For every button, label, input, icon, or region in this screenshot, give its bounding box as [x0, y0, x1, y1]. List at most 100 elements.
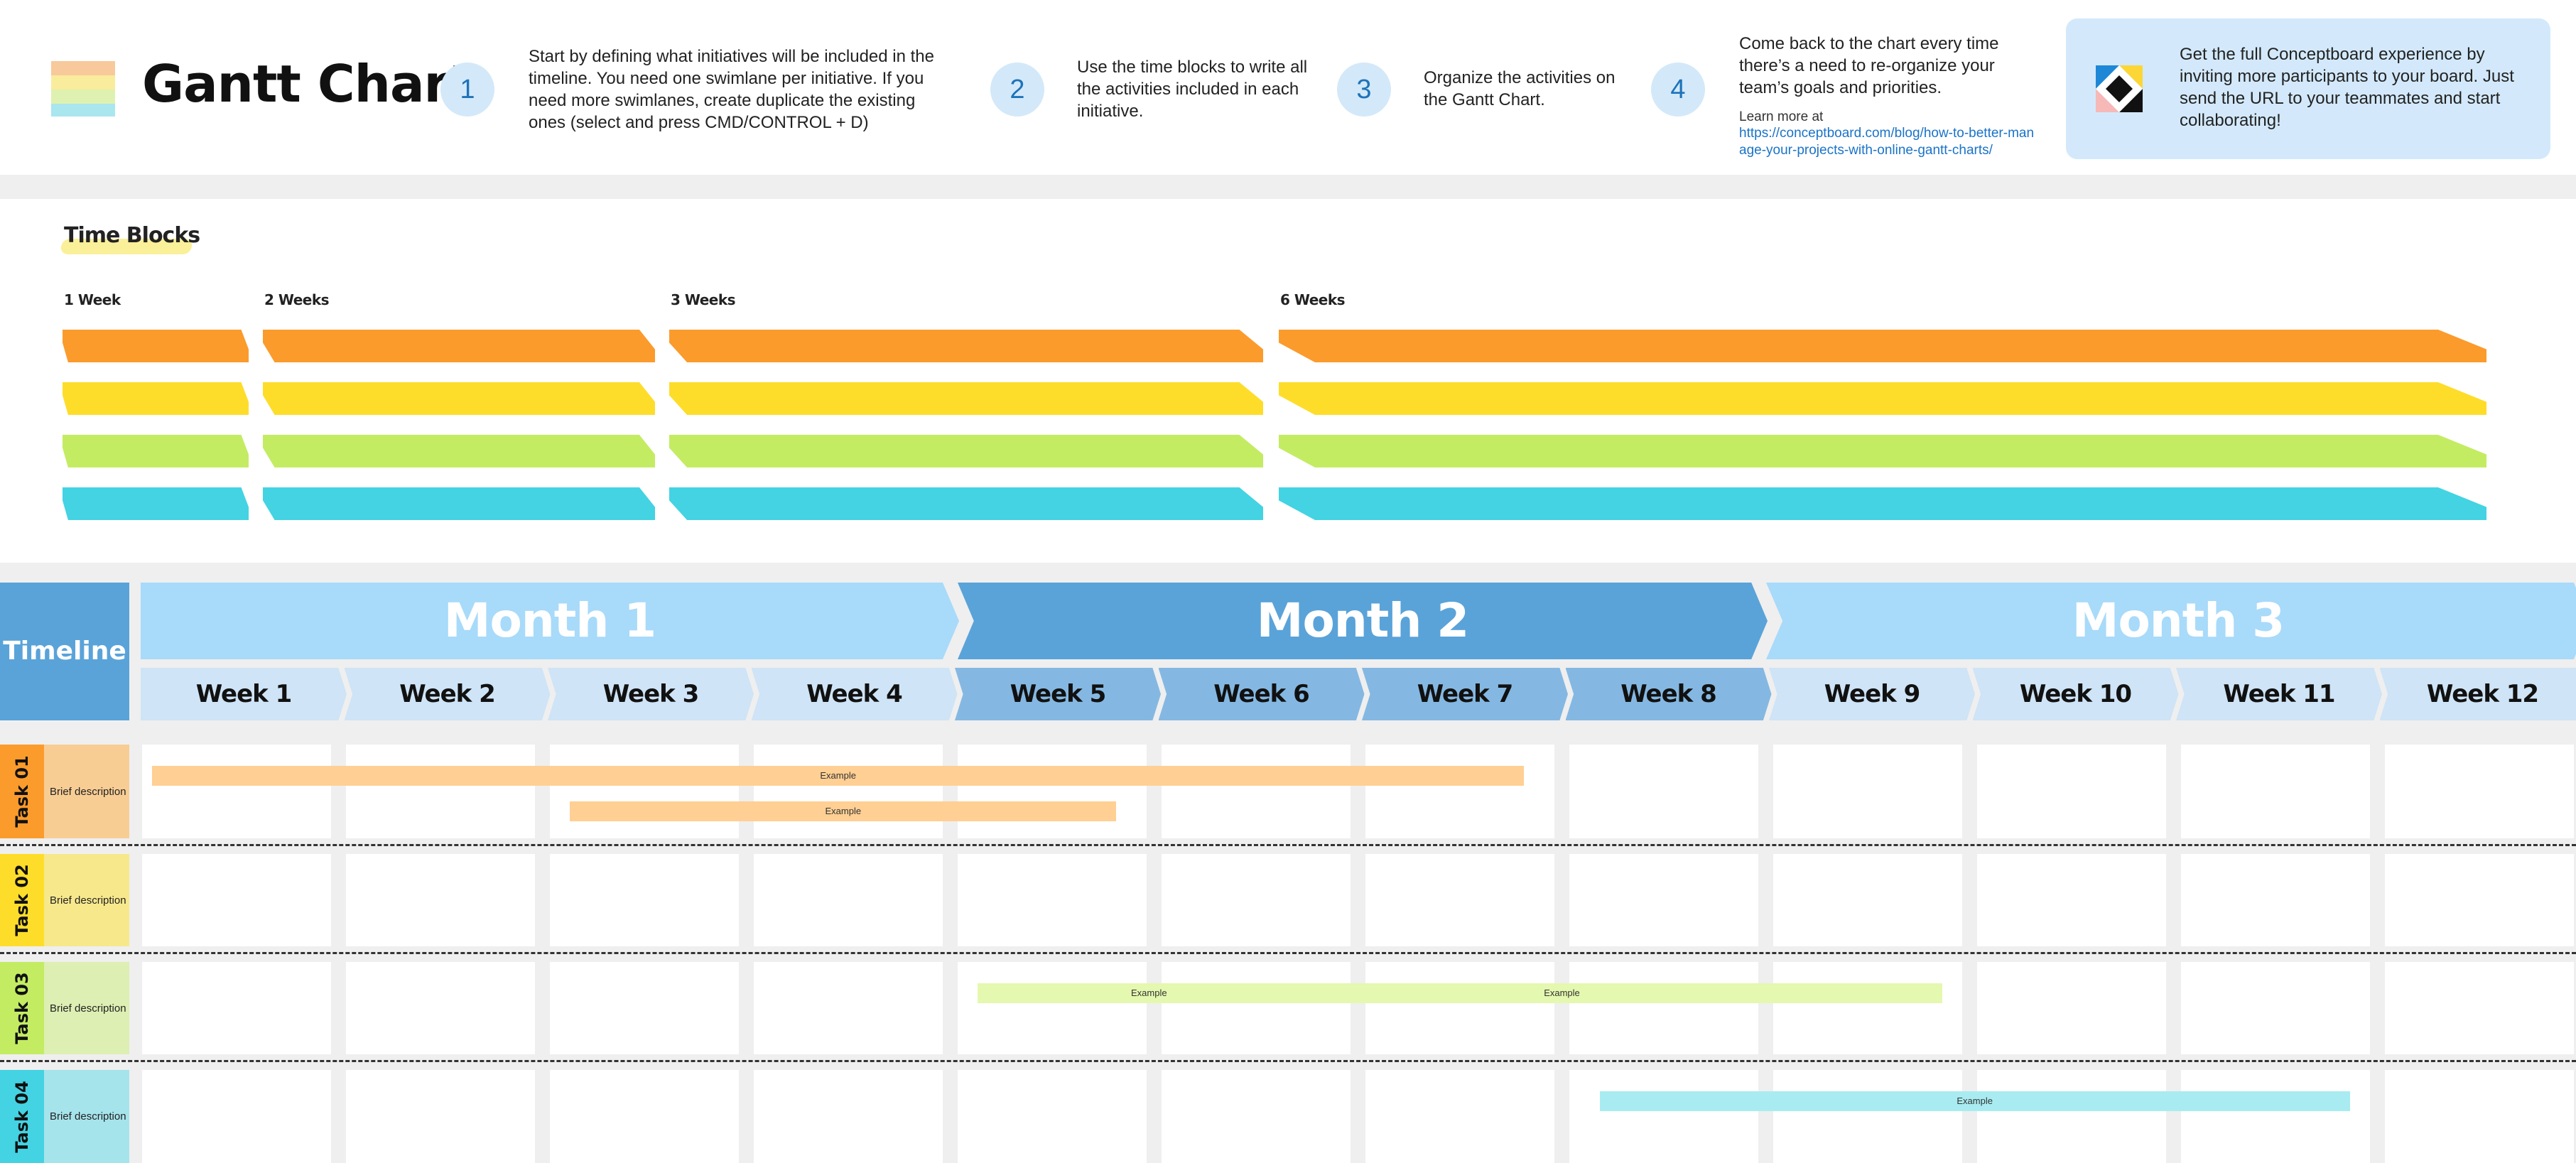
grid-cell[interactable] [1162, 854, 1351, 946]
time-block[interactable] [1279, 487, 2486, 520]
grid-cell[interactable] [754, 1070, 943, 1163]
grid-cell[interactable] [2385, 962, 2574, 1054]
grid-cell[interactable] [1569, 745, 1758, 838]
task-label: Task 02 [0, 854, 44, 946]
time-block[interactable] [63, 382, 249, 415]
grid-cell[interactable] [550, 1070, 739, 1163]
task-label: Task 04 [0, 1070, 44, 1163]
time-block[interactable] [263, 487, 655, 520]
grid-cell[interactable] [2181, 745, 2370, 838]
grid-cell[interactable] [1569, 1070, 1758, 1163]
promo-box [2066, 18, 2550, 159]
task-description: Brief description [44, 854, 129, 946]
grid-cell[interactable] [550, 962, 739, 1054]
step-1-number: 1 [440, 63, 494, 117]
task-label-text: Task 01 [12, 755, 32, 828]
step-3-number: 3 [1337, 63, 1391, 117]
week-header: Week 10 [1972, 668, 2179, 720]
grid-cell[interactable] [1977, 745, 2166, 838]
grid-cell[interactable] [2181, 854, 2370, 946]
time-block-label: 3 Weeks [671, 291, 736, 308]
grid-cell[interactable] [2181, 962, 2370, 1054]
grid-cell[interactable] [2385, 1070, 2574, 1163]
grid-cell[interactable] [1773, 1070, 1962, 1163]
timeline-label: Timeline [0, 583, 129, 720]
grid-cell[interactable] [142, 1070, 331, 1163]
grid-cell[interactable] [1773, 962, 1962, 1054]
month-header: Month 3 [1766, 583, 2576, 659]
grid-cell[interactable] [1977, 962, 2166, 1054]
task-label: Task 01 [0, 745, 44, 838]
grid-cell[interactable] [1569, 854, 1758, 946]
grid-cell[interactable] [958, 1070, 1147, 1163]
grid-cell[interactable] [1569, 962, 1758, 1054]
lane-separator [0, 1060, 2576, 1062]
time-block[interactable] [669, 487, 1263, 520]
time-block[interactable] [1279, 382, 2486, 415]
step-2-number: 2 [990, 63, 1044, 117]
week-header: Week 7 [1362, 668, 1568, 720]
time-block[interactable] [263, 330, 655, 362]
grid-cell[interactable] [142, 745, 331, 838]
grid-cell[interactable] [754, 962, 943, 1054]
grid-cell[interactable] [1365, 1070, 1554, 1163]
task-label-text: Task 04 [12, 1080, 32, 1153]
step-2-text: Use the time blocks to write all the act… [1077, 58, 1308, 121]
time-block[interactable] [63, 330, 249, 362]
grid-cell[interactable] [2385, 745, 2574, 838]
grid-cell[interactable] [1365, 745, 1554, 838]
grid-cell[interactable] [550, 745, 739, 838]
week-header: Week 2 [344, 668, 551, 720]
grid-cell[interactable] [346, 962, 535, 1054]
time-block[interactable] [63, 487, 249, 520]
time-block[interactable] [669, 330, 1263, 362]
grid-cell[interactable] [346, 854, 535, 946]
grid-cell[interactable] [1162, 745, 1351, 838]
time-block[interactable] [63, 435, 249, 467]
grid-cell[interactable] [142, 962, 331, 1054]
promo-text: Get the full Conceptboard experience by … [2180, 45, 2514, 130]
time-block[interactable] [1279, 330, 2486, 362]
task-bar[interactable]: Example [1181, 983, 1942, 1003]
grid-cell[interactable] [1365, 962, 1554, 1054]
week-header: Week 6 [1158, 668, 1365, 720]
grid-cell[interactable] [142, 854, 331, 946]
grid-cell[interactable] [346, 1070, 535, 1163]
month-header: Month 2 [958, 583, 1768, 659]
grid-cell[interactable] [346, 745, 535, 838]
time-block-label: 1 Week [64, 291, 121, 308]
grid-cell[interactable] [958, 745, 1147, 838]
week-header: Week 11 [2176, 668, 2382, 720]
time-block-label: 2 Weeks [264, 291, 330, 308]
grid-cell[interactable] [754, 854, 943, 946]
week-header: Week 8 [1565, 668, 1772, 720]
time-block[interactable] [669, 382, 1263, 415]
week-header: Week 4 [751, 668, 958, 720]
grid-cell[interactable] [754, 745, 943, 838]
grid-cell[interactable] [1977, 854, 2166, 946]
step-4-text: Come back to the chart every time there’… [1739, 34, 1999, 97]
week-header: Week 1 [141, 668, 347, 720]
time-block[interactable] [669, 435, 1263, 467]
grid-cell[interactable] [958, 854, 1147, 946]
grid-cell[interactable] [1773, 854, 1962, 946]
time-block[interactable] [263, 382, 655, 415]
grid-cell[interactable] [1162, 962, 1351, 1054]
grid-cell[interactable] [1162, 1070, 1351, 1163]
grid-cell[interactable] [1977, 1070, 2166, 1163]
learn-more-link[interactable]: https://conceptboard.com/blog/how-to-bet… [1739, 126, 2035, 158]
grid-cell[interactable] [2181, 1070, 2370, 1163]
grid-cell[interactable] [550, 854, 739, 946]
grid-cell[interactable] [1773, 745, 1962, 838]
task-label-text: Task 02 [12, 864, 32, 936]
time-block[interactable] [263, 435, 655, 467]
task-bar[interactable]: Example [570, 801, 1117, 821]
task-bar[interactable]: Example [152, 766, 1525, 786]
grid-cell[interactable] [1365, 854, 1554, 946]
grid-cell[interactable] [2385, 854, 2574, 946]
grid-cell[interactable] [958, 962, 1147, 1054]
time-block[interactable] [1279, 435, 2486, 467]
time-block-label: 6 Weeks [1280, 291, 1346, 308]
task-bar[interactable]: Example [1599, 1091, 2350, 1111]
week-header: Week 3 [548, 668, 754, 720]
